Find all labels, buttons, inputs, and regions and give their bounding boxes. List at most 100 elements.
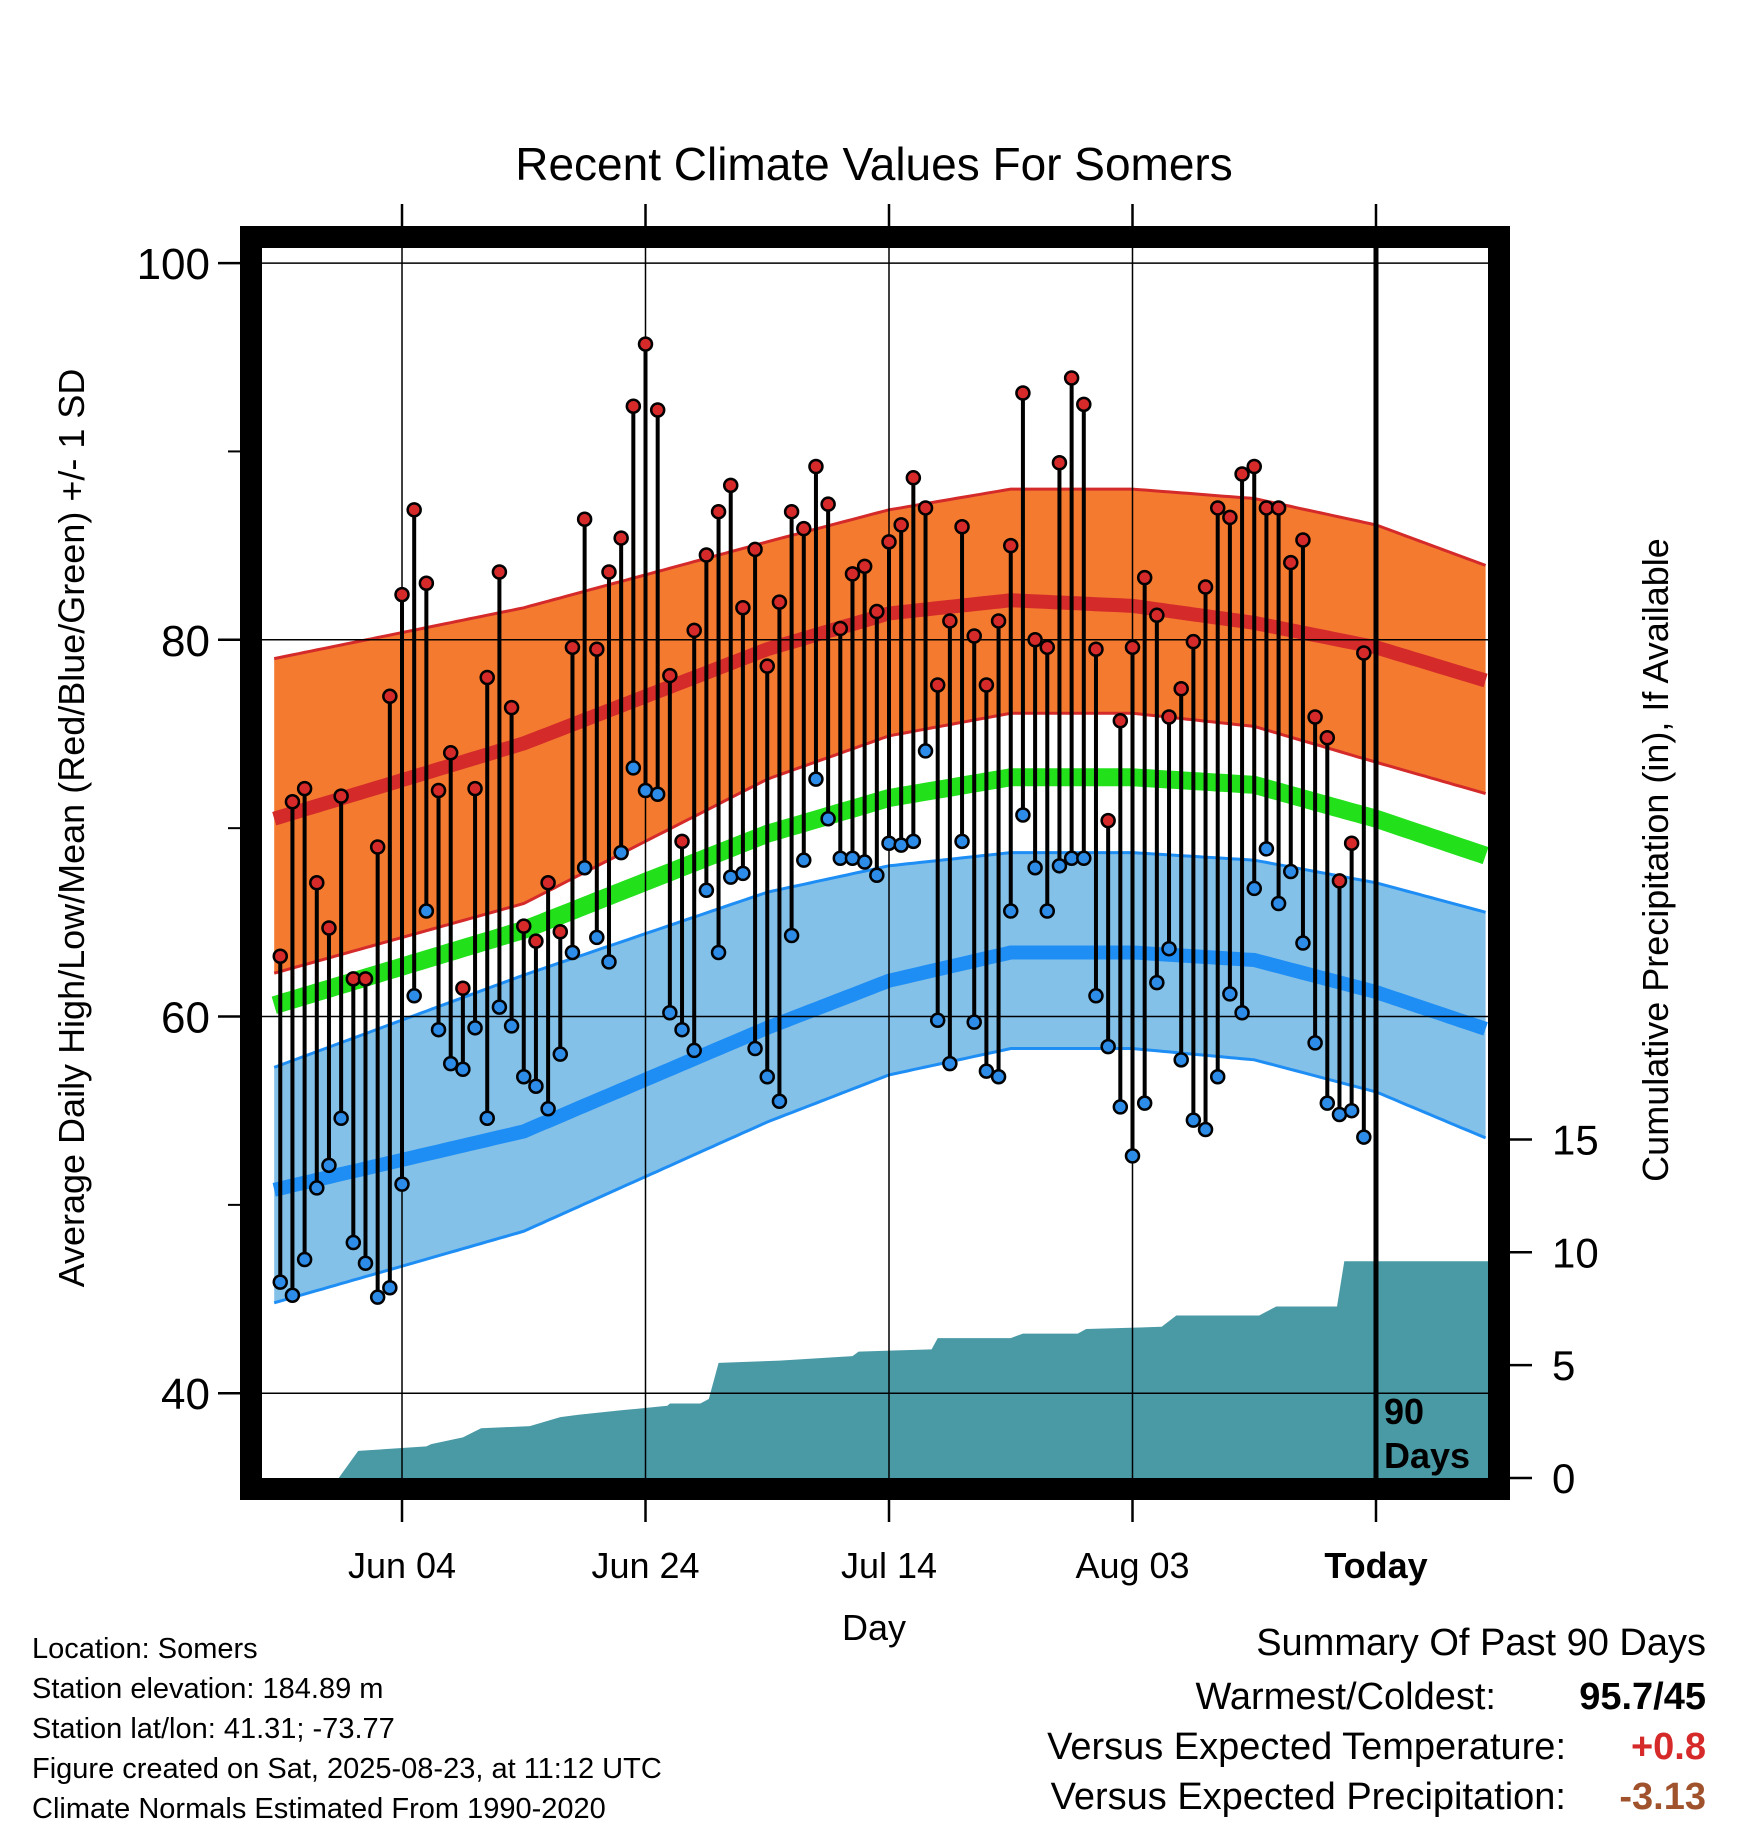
- chart-title: Recent Climate Values For Somers: [515, 138, 1233, 190]
- daily-low-point: [698, 882, 715, 899]
- daily-high-point: [430, 782, 447, 799]
- daily-low-point: [1002, 903, 1019, 919]
- info-created: Figure created on Sat, 2025-08-23, at 11…: [32, 1753, 662, 1785]
- daily-high-point: [1076, 396, 1092, 413]
- daily-low-point: [576, 859, 593, 876]
- daily-high-point: [1331, 873, 1348, 889]
- daily-low-point: [1356, 1129, 1372, 1145]
- summary-temp-label: Versus Expected Temperature:: [1047, 1726, 1566, 1768]
- daily-high-point: [333, 788, 349, 804]
- daily-low-point: [954, 833, 970, 850]
- x-tick-label-2: Jul 14: [841, 1545, 937, 1586]
- y-tick-label-100: 100: [137, 240, 210, 289]
- daily-low-point: [1234, 1004, 1250, 1021]
- precip-cumulative-area: [274, 1261, 1489, 1478]
- y-tick-label-40: 40: [161, 1370, 210, 1419]
- daily-low-point: [1027, 859, 1043, 876]
- daily-range-stems: [278, 344, 1366, 1298]
- axes: 40 60 80 100 0 5 10 15 Jun 04 Jun 24 Jul 14 Aug 03 T…: [137, 204, 1599, 1586]
- daily-low-point: [1319, 1095, 1336, 1111]
- daily-high-point: [576, 511, 593, 527]
- daily-high-point: [1051, 454, 1068, 471]
- daily-high-point: [1307, 709, 1323, 725]
- daily-low-point: [869, 867, 885, 883]
- daily-high-point: [601, 564, 617, 580]
- daily-low-point: [1124, 1148, 1141, 1164]
- daily-low-point: [1149, 974, 1165, 991]
- daily-low-point: [1222, 986, 1238, 1002]
- daily-high-point: [649, 402, 666, 418]
- today-marker-label: 90 Days: [1384, 1391, 1470, 1476]
- daily-high-point: [856, 558, 873, 575]
- daily-low-point: [1295, 935, 1311, 951]
- daily-high-point: [759, 658, 776, 674]
- daily-low-point: [783, 927, 800, 944]
- daily-low-point: [978, 1063, 995, 1079]
- daily-high-point: [625, 398, 642, 414]
- daily-low-point: [333, 1110, 349, 1126]
- daily-low-point: [467, 1020, 483, 1036]
- daily-low-point: [284, 1287, 301, 1304]
- x-tick-label-3: Aug 03: [1075, 1545, 1189, 1586]
- daily-high-point: [467, 780, 483, 797]
- daily-high-point: [1063, 370, 1080, 386]
- daily-high-point: [1246, 458, 1262, 475]
- y-tick-label-80: 80: [161, 617, 210, 666]
- daily-high-point: [442, 745, 459, 761]
- daily-low-point: [503, 1018, 520, 1034]
- daily-high-point: [637, 336, 654, 352]
- daily-low-point: [1185, 1112, 1202, 1128]
- daily-low-point: [1051, 858, 1068, 874]
- daily-high-point: [1161, 709, 1177, 725]
- summary-warmest-value: 95.7/45: [1579, 1676, 1706, 1718]
- y2-tick-label-15: 15: [1552, 1116, 1599, 1163]
- daily-high-point: [1027, 632, 1043, 648]
- daily-low-point: [759, 1069, 776, 1085]
- daily-low-point: [1283, 863, 1299, 880]
- daily-low-point: [418, 903, 435, 919]
- daily-high-point: [357, 971, 374, 987]
- daily-high-point: [1100, 812, 1116, 829]
- daily-high-point: [455, 980, 471, 997]
- daily-high-point: [662, 667, 678, 684]
- daily-low-point: [796, 852, 812, 868]
- daily-low-point: [674, 1021, 690, 1038]
- daily-high-point: [394, 586, 410, 603]
- daily-high-point: [869, 603, 885, 620]
- daily-low-point: [516, 1069, 532, 1085]
- daily-high-point: [674, 833, 690, 850]
- y-axis-label: Average Daily High/Low/Mean (Red/Blue/Gr…: [51, 369, 92, 1288]
- daily-high-point: [698, 547, 715, 563]
- daily-high-point: [491, 564, 508, 580]
- daily-low-point: [1015, 807, 1031, 823]
- plot-frame: 90 Days: [240, 226, 1510, 1500]
- daily-low-point: [601, 954, 617, 970]
- daily-high-point: [589, 641, 605, 657]
- daily-high-point: [528, 933, 544, 949]
- daily-high-point: [503, 699, 520, 716]
- daily-low-point: [710, 944, 727, 961]
- daily-low-point: [820, 810, 836, 827]
- daily-high-point: [783, 503, 800, 520]
- daily-low-point: [1209, 1069, 1226, 1085]
- daily-high-point: [479, 669, 495, 686]
- y2-tick-label-0: 0: [1552, 1455, 1575, 1502]
- daily-low-point: [564, 944, 581, 961]
- low-lower-edge: [273, 1047, 1487, 1305]
- daily-high-point: [844, 566, 861, 582]
- daily-low-point: [394, 1176, 410, 1192]
- daily-low-point: [1270, 895, 1287, 912]
- daily-high-point: [1319, 729, 1336, 746]
- daily-low-point: [272, 1274, 289, 1290]
- daily-low-point: [649, 786, 666, 802]
- daily-low-point: [747, 1040, 763, 1057]
- daily-low-point: [686, 1042, 702, 1059]
- daily-low-point: [1161, 940, 1177, 957]
- daily-high-point: [796, 520, 812, 537]
- y-tick-label-60: 60: [161, 994, 210, 1043]
- daily-low-point: [321, 1157, 337, 1174]
- daily-high-point: [1149, 607, 1165, 624]
- daily-low-point: [856, 854, 873, 870]
- daily-high-point: [893, 517, 909, 533]
- daily-low-point: [942, 1055, 958, 1072]
